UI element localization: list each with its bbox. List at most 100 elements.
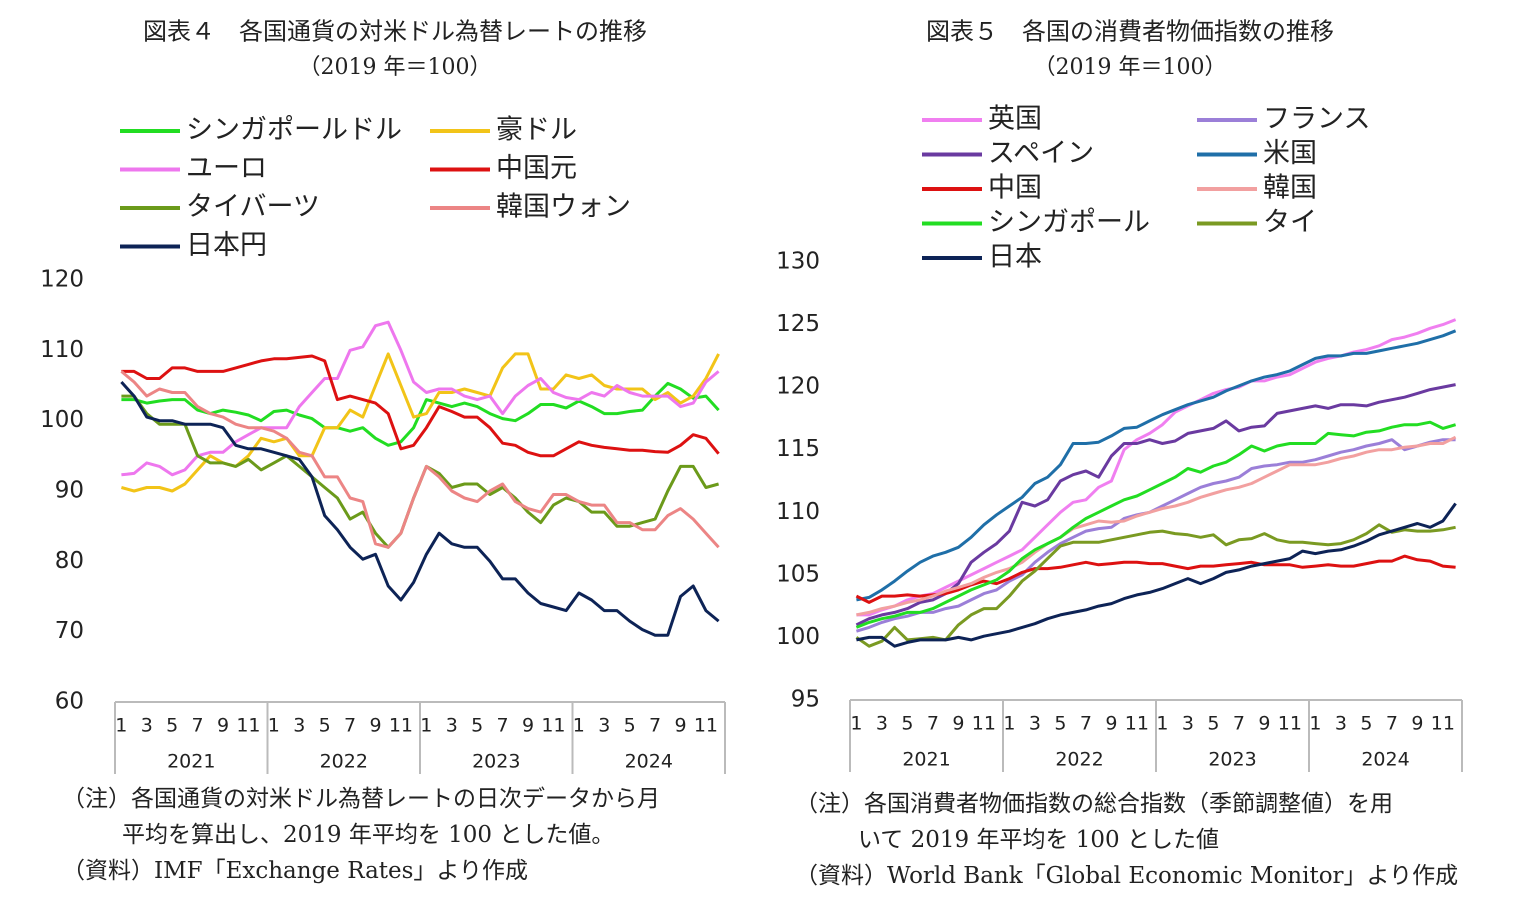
x-tick-label: 7 <box>344 715 356 737</box>
x-tick-label: 9 <box>1411 713 1423 735</box>
x-tick-label: 1 <box>268 715 280 737</box>
y-tick-label: 110 <box>776 499 820 525</box>
x-tick-label: 7 <box>927 713 939 735</box>
note: （注）各国通貨の対米ドル為替レートの日次データから月 <box>62 786 660 812</box>
x-tick-label: 3 <box>141 715 153 737</box>
x-tick-label: 5 <box>1207 713 1219 735</box>
x-tick-label: 5 <box>1054 713 1066 735</box>
x-tick-label: 1 <box>420 715 432 737</box>
legend-label: 日本 <box>988 242 1042 273</box>
legend-label: タイバーツ <box>186 192 320 223</box>
y-tick-label: 120 <box>40 267 84 293</box>
data-line <box>121 381 720 447</box>
legend-label: ユーロ <box>186 153 267 184</box>
y-tick-label: 95 <box>791 687 820 713</box>
x-tick-label: 9 <box>952 713 964 735</box>
x-tick-label: 3 <box>1335 713 1347 735</box>
x-group-label: 2023 <box>472 751 520 773</box>
x-tick-label: 9 <box>369 715 381 737</box>
legend-label: シンガポールドル <box>186 115 402 146</box>
chart-subtitle: （2019 年＝100） <box>1034 55 1227 80</box>
data-line <box>120 380 720 637</box>
x-tick-label: 3 <box>446 715 458 737</box>
x-tick-label: 5 <box>624 715 636 737</box>
data-line <box>855 383 1456 627</box>
x-tick-label: 11 <box>1431 713 1455 735</box>
data-line <box>856 318 1457 617</box>
data-line <box>856 435 1457 617</box>
y-tick-label: 130 <box>776 249 820 275</box>
x-tick-label: 1 <box>1309 713 1321 735</box>
legend-label: 米国 <box>1263 138 1317 169</box>
legend-label: 英国 <box>988 104 1042 135</box>
legend-label: 豪ドル <box>496 115 577 146</box>
x-tick-label: 9 <box>1105 713 1117 735</box>
y-tick-label: 80 <box>55 548 84 574</box>
legend-label: 中国 <box>988 173 1042 204</box>
x-tick-label: 11 <box>1125 713 1149 735</box>
x-tick-label: 11 <box>1278 713 1302 735</box>
y-tick-label: 90 <box>55 478 84 504</box>
legend-label: スペイン <box>988 138 1094 169</box>
chart-title: 図表５ 各国の消費者物価指数の推移 <box>926 18 1334 46</box>
x-tick-label: 11 <box>541 715 565 737</box>
x-tick-label: 5 <box>901 713 913 735</box>
x-tick-label: 9 <box>217 715 229 737</box>
x-tick-label: 11 <box>694 715 718 737</box>
x-tick-label: 1 <box>850 713 862 735</box>
legend-label: シンガポール <box>988 207 1150 238</box>
x-tick-label: 5 <box>319 715 331 737</box>
y-tick-label: 70 <box>55 618 84 644</box>
x-tick-label: 1 <box>1003 713 1015 735</box>
x-tick-label: 9 <box>522 715 534 737</box>
data-line <box>121 394 719 549</box>
x-group-label: 2021 <box>167 751 215 773</box>
x-tick-label: 5 <box>471 715 483 737</box>
x-tick-label: 1 <box>115 715 127 737</box>
x-tick-label: 7 <box>497 715 509 737</box>
x-tick-label: 7 <box>1386 713 1398 735</box>
note: いて 2019 年平均を 100 とした値 <box>858 827 1219 853</box>
x-tick-label: 7 <box>649 715 661 737</box>
x-tick-label: 7 <box>192 715 204 737</box>
x-group-label: 2021 <box>902 749 950 771</box>
x-tick-label: 1 <box>573 715 585 737</box>
x-tick-label: 3 <box>876 713 888 735</box>
legend-label: フランス <box>1263 104 1370 135</box>
x-tick-label: 5 <box>1360 713 1372 735</box>
y-tick-label: 100 <box>776 624 820 650</box>
x-group-label: 2024 <box>625 751 673 773</box>
x-tick-label: 3 <box>1029 713 1041 735</box>
x-group-label: 2022 <box>320 751 368 773</box>
data-line <box>121 354 720 458</box>
x-group-label: 2024 <box>1361 749 1409 771</box>
x-tick-label: 11 <box>389 715 413 737</box>
x-tick-label: 5 <box>166 715 178 737</box>
y-tick-label: 105 <box>776 561 820 587</box>
legend-label: タイ <box>1263 207 1317 238</box>
data-line <box>855 420 1457 629</box>
x-tick-label: 7 <box>1233 713 1245 735</box>
y-tick-label: 120 <box>776 374 820 400</box>
y-tick-label: 115 <box>776 436 820 462</box>
note: 平均を算出し、2019 年平均を 100 とした値。 <box>122 822 614 848</box>
data-line <box>855 554 1456 604</box>
data-line <box>121 320 720 477</box>
data-line <box>121 352 720 493</box>
y-tick-label: 100 <box>40 407 84 433</box>
x-group-label: 2023 <box>1208 749 1256 771</box>
x-tick-label: 1 <box>1156 713 1168 735</box>
x-tick-label: 7 <box>1080 713 1092 735</box>
note: （注）各国消費者物価指数の総合指数（季節調整値）を用 <box>795 791 1393 817</box>
x-tick-label: 3 <box>293 715 305 737</box>
x-tick-label: 3 <box>598 715 610 737</box>
x-tick-label: 9 <box>674 715 686 737</box>
y-tick-label: 60 <box>55 689 84 715</box>
data-line <box>856 329 1457 602</box>
data-line <box>856 502 1457 648</box>
legend-label: 韓国ウォン <box>496 192 631 223</box>
y-tick-label: 125 <box>776 311 820 337</box>
data-line <box>855 523 1456 648</box>
